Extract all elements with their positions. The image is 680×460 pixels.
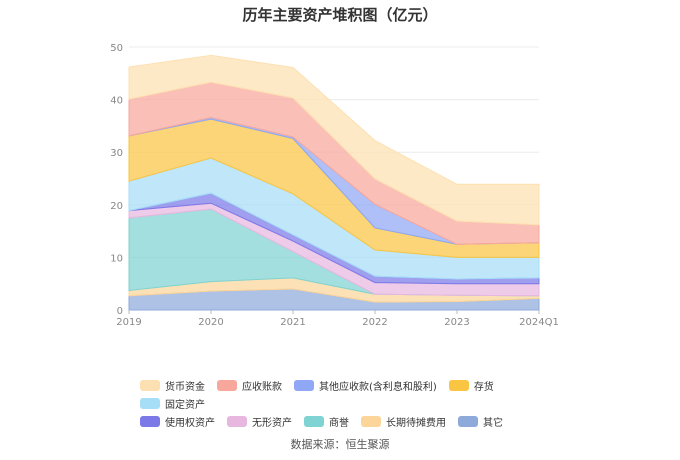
x-tick-label: 2023: [444, 317, 469, 328]
x-tick-label: 2020: [198, 317, 223, 328]
source-note: 数据来源：恒生聚源: [290, 438, 390, 451]
legend-label: 应收账款: [242, 381, 282, 393]
legend-swatch: [361, 415, 381, 427]
y-tick-label: 50: [110, 43, 123, 54]
legend-label: 货币资金: [165, 381, 205, 393]
legend-swatch: [140, 397, 160, 409]
x-tick-label: 2022: [362, 317, 387, 328]
legend-swatch: [217, 379, 237, 391]
legend-label: 其他应收款(含利息和股利): [319, 381, 437, 393]
legend-swatch: [458, 415, 478, 427]
legend-label: 商誉: [329, 417, 349, 429]
legend-row: 货币资金 应收账款 其他应收款(含利息和股利) 存货固定资产: [140, 376, 560, 412]
legend-item[interactable]: 其它: [458, 412, 503, 430]
legend-item[interactable]: 无形资产: [227, 412, 292, 430]
legend-item[interactable]: 使用权资产: [140, 412, 215, 430]
y-tick-label: 20: [110, 201, 123, 212]
area-series: [128, 54, 540, 226]
y-tick-label: 40: [110, 96, 123, 107]
x-tick-label: 2019: [116, 317, 141, 328]
y-tick-label: 10: [110, 253, 123, 264]
legend-swatch: [140, 415, 160, 427]
legend-label: 其它: [483, 417, 503, 429]
y-tick-label: 0: [117, 306, 123, 317]
chart-title: 历年主要资产堆积图（亿元）: [242, 6, 438, 24]
legend: 货币资金 应收账款 其他应收款(含利息和股利) 存货固定资产使用权资产 无形资产 商誉 长期…: [140, 376, 560, 430]
x-tick-label: 2024Q1: [519, 317, 559, 328]
legend-swatch: [227, 415, 247, 427]
legend-label: 无形资产: [252, 417, 292, 429]
legend-swatch: [294, 379, 314, 391]
legend-item[interactable]: 长期待摊费用: [361, 412, 446, 430]
legend-label: 长期待摊费用: [386, 417, 446, 429]
y-tick-label: 30: [110, 148, 123, 159]
legend-item[interactable]: 货币资金: [140, 376, 205, 394]
legend-label: 使用权资产: [165, 417, 215, 429]
stacked-area-chart: 0 10 20 30 40 50 2019 2020 2021 2022 2023 2024Q1: [110, 43, 559, 328]
legend-row: 使用权资产 无形资产 商誉 长期待摊费用 其它: [140, 412, 560, 430]
legend-label: 存货: [473, 381, 494, 393]
legend-item[interactable]: 存货: [448, 376, 494, 394]
legend-label: 固定资产: [165, 399, 205, 411]
legend-swatch: [304, 415, 324, 427]
legend-item[interactable]: 应收账款: [217, 376, 282, 394]
x-tick-label: 2021: [280, 317, 305, 328]
axis-layer: 0 10 20 30 40 50 2019 2020 2021 2022 2023 2024Q1: [110, 43, 559, 328]
legend-swatch: [140, 379, 160, 391]
legend-item[interactable]: 固定资产: [140, 394, 205, 412]
area-layer: [128, 54, 540, 311]
legend-item[interactable]: 商誉: [304, 412, 349, 430]
legend-swatch: [448, 379, 469, 391]
legend-item[interactable]: 其他应收款(含利息和股利): [294, 376, 437, 394]
